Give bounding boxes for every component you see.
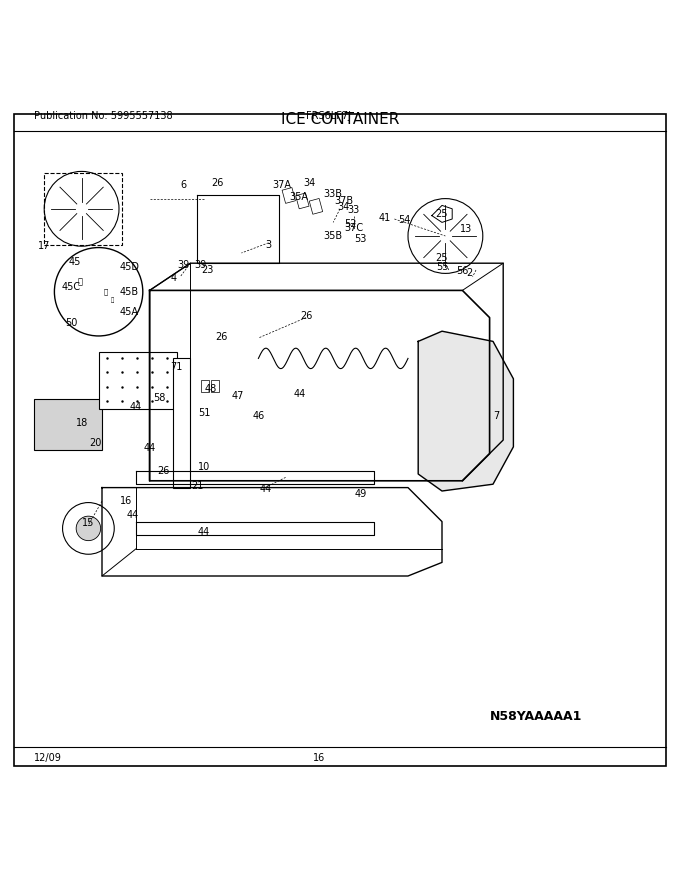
Text: 6: 6 [180, 180, 187, 190]
Text: 53: 53 [354, 234, 367, 244]
Text: 44: 44 [126, 510, 139, 520]
Text: 17: 17 [38, 241, 50, 251]
Text: 71: 71 [171, 362, 183, 371]
Text: 26: 26 [300, 311, 312, 320]
Text: 45A: 45A [120, 307, 139, 317]
Text: 15: 15 [82, 518, 95, 528]
Circle shape [44, 172, 119, 246]
Circle shape [54, 247, 143, 336]
Text: 12/09: 12/09 [34, 753, 62, 763]
Bar [211, 380, 219, 392]
Bar [34, 400, 102, 451]
Text: 35A: 35A [290, 192, 309, 202]
Text: 26: 26 [211, 178, 224, 188]
Text: 58: 58 [154, 392, 166, 403]
Bar [99, 352, 177, 409]
Text: 7: 7 [493, 411, 500, 422]
Text: 54: 54 [398, 216, 411, 225]
Text: 37C: 37C [344, 223, 363, 233]
Bar [44, 172, 122, 245]
Text: 26: 26 [215, 333, 227, 342]
Text: 2: 2 [466, 268, 473, 278]
Text: 45: 45 [69, 257, 81, 267]
Text: 26: 26 [157, 466, 169, 475]
Text: 37B: 37B [334, 195, 353, 206]
Text: 44: 44 [259, 484, 271, 494]
Text: 3: 3 [265, 240, 272, 250]
Bar [201, 380, 209, 392]
Text: 23: 23 [201, 265, 214, 275]
Text: 4: 4 [170, 273, 177, 283]
Bar [309, 199, 322, 214]
Text: 21: 21 [191, 481, 203, 491]
Text: 55: 55 [436, 261, 448, 272]
Text: ⬛: ⬛ [103, 289, 107, 295]
Text: 35B: 35B [324, 231, 343, 241]
Text: 56: 56 [456, 267, 469, 276]
Text: 44: 44 [293, 389, 305, 399]
Text: ICE CONTAINER: ICE CONTAINER [281, 112, 399, 128]
Text: 52: 52 [344, 219, 356, 229]
Text: 45D: 45D [119, 261, 139, 272]
Text: Publication No: 5995557138: Publication No: 5995557138 [34, 111, 173, 121]
Text: 49: 49 [354, 489, 367, 500]
Text: 10: 10 [198, 462, 210, 473]
Text: 34: 34 [337, 202, 350, 212]
Text: 44: 44 [198, 527, 210, 537]
Text: 45B: 45B [120, 287, 139, 297]
Text: 46: 46 [252, 411, 265, 422]
Text: 51: 51 [198, 407, 210, 418]
Text: ⬜: ⬜ [78, 278, 83, 287]
Text: 47: 47 [232, 391, 244, 400]
Text: 39: 39 [177, 260, 190, 269]
Polygon shape [418, 331, 513, 491]
Text: 48: 48 [205, 384, 217, 394]
Text: 37A: 37A [273, 180, 292, 190]
Text: 45C: 45C [62, 282, 81, 292]
Text: 20: 20 [89, 438, 101, 449]
Text: 16: 16 [120, 496, 132, 506]
Text: 50: 50 [65, 318, 78, 328]
Text: 44: 44 [143, 444, 156, 453]
Bar [173, 358, 190, 488]
Text: 18: 18 [75, 418, 88, 428]
Circle shape [408, 199, 483, 274]
Text: 41: 41 [378, 213, 390, 224]
Text: N58YAAAAA1: N58YAAAAA1 [490, 710, 582, 723]
Text: 33B: 33B [324, 189, 343, 199]
Circle shape [63, 502, 114, 554]
Text: 44: 44 [130, 402, 142, 413]
Text: 13: 13 [460, 224, 472, 234]
Text: 25: 25 [436, 209, 448, 218]
Text: 33: 33 [347, 205, 360, 216]
Text: 16: 16 [313, 753, 325, 763]
Text: ⬜: ⬜ [111, 297, 114, 304]
Text: 25: 25 [436, 253, 448, 263]
Circle shape [76, 517, 101, 540]
Text: FRS6LF7J: FRS6LF7J [306, 111, 351, 121]
Bar [296, 193, 309, 209]
Text: 39: 39 [194, 260, 207, 269]
Text: 34: 34 [303, 178, 316, 188]
Bar [282, 187, 295, 203]
